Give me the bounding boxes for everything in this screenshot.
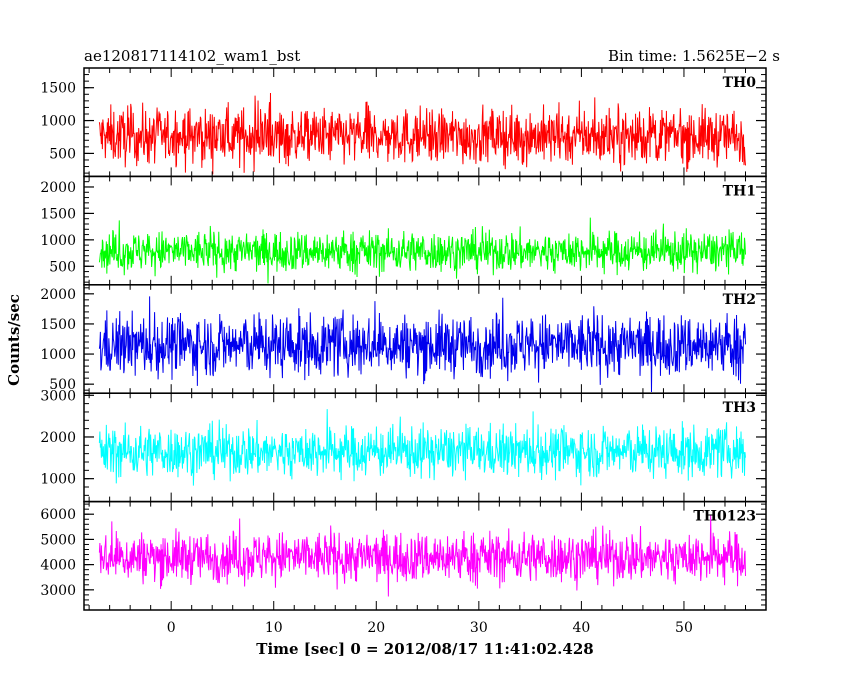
x-tick-label: 50 — [675, 620, 693, 636]
obs-id-title: ae120817114102_wam1_bst — [84, 47, 300, 65]
x-axis: 0 10 20 30 40 50 — [167, 620, 693, 636]
y-tick-label: 3000 — [40, 583, 76, 599]
panel-label: TH1 — [723, 183, 756, 199]
y-tick-label: 2000 — [40, 287, 76, 303]
x-tick-label: 0 — [167, 620, 176, 636]
y-tick-label: 2000 — [40, 180, 76, 196]
panel-label: TH2 — [723, 292, 756, 308]
y-tick-label: 1000 — [40, 472, 76, 488]
y-tick-label: 5000 — [40, 532, 76, 548]
x-tick-label: 10 — [265, 620, 283, 636]
series-th3 — [98, 409, 746, 486]
y-tick-label: 2000 — [40, 430, 76, 446]
y-tick-label: 4000 — [40, 558, 76, 574]
y-tick-label: 500 — [49, 259, 76, 275]
panel-label: TH0 — [723, 75, 757, 91]
series-th0 — [98, 93, 746, 175]
y-tick-label: 1000 — [40, 233, 76, 249]
panel-th0123: 3000 4000 5000 6000 TH0123 — [40, 500, 767, 611]
x-axis-label: Time [sec] 0 = 2012/08/17 11:41:02.428 — [256, 640, 593, 658]
panel-label: TH0123 — [693, 509, 756, 525]
panel-frame — [83, 500, 767, 611]
y-tick-label: 1500 — [40, 206, 76, 222]
series-th0123 — [98, 515, 746, 597]
panel-th0: 500 1000 1500 TH0 — [40, 67, 767, 178]
series-th1 — [98, 217, 746, 284]
y-tick-label: 1500 — [40, 317, 76, 333]
y-tick-label: 500 — [49, 377, 76, 393]
y-tick-label: 500 — [49, 146, 76, 162]
panel-th2: 500 1000 1500 2000 TH2 — [40, 284, 767, 394]
y-tick-label: 6000 — [40, 507, 76, 523]
y-tick-label: 1000 — [40, 114, 76, 130]
x-tick-label: 40 — [572, 620, 590, 636]
panel-th1: 500 1000 1500 2000 TH1 — [40, 175, 767, 286]
panel-label: TH3 — [723, 400, 756, 416]
x-tick-label: 20 — [367, 620, 385, 636]
x-tick-label: 30 — [470, 620, 488, 636]
panel-th3: 1000 2000 3000 TH3 — [40, 388, 767, 503]
bin-time-label: Bin time: 1.5625E−2 s — [608, 47, 780, 65]
series-th2 — [98, 296, 746, 393]
y-axis-label: Counts/sec — [5, 294, 23, 386]
y-tick-label: 1000 — [40, 347, 76, 363]
y-tick-label: 3000 — [40, 388, 76, 404]
y-tick-label: 1500 — [40, 81, 76, 97]
